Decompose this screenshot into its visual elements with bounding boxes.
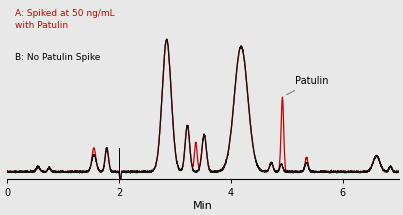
Text: Patulin: Patulin <box>287 76 329 95</box>
X-axis label: Min: Min <box>193 201 213 211</box>
Text: B: No Patulin Spike: B: No Patulin Spike <box>15 53 100 62</box>
Text: A: Spiked at 50 ng/mL
with Patulin: A: Spiked at 50 ng/mL with Patulin <box>15 9 115 29</box>
